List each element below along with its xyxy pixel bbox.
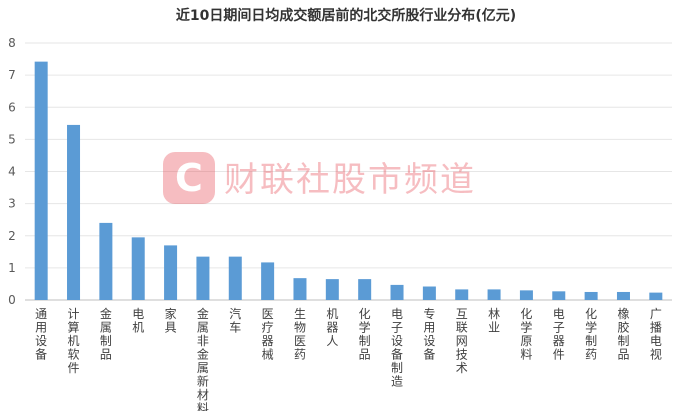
x-category-label: 电子器件: [553, 307, 565, 362]
watermark-text: 财联社股市频道: [224, 160, 476, 200]
y-tick-label: 4: [8, 165, 16, 179]
bar: [228, 256, 242, 300]
x-category-label: 化学制药: [585, 307, 597, 362]
bar: [131, 237, 145, 300]
watermark: C 财联社股市频道: [163, 152, 476, 204]
x-category-label: 金属制品: [100, 306, 112, 362]
bar: [293, 278, 307, 300]
x-category-label: 橡胶制品: [617, 307, 629, 362]
x-category-label: 汽车: [229, 306, 241, 335]
x-category-label: 医疗器械: [262, 307, 274, 362]
y-tick-label: 1: [8, 261, 16, 275]
y-axis: 0 1 2 3 4 5 6 7 8: [8, 36, 16, 307]
x-category-label: 广播电视: [650, 307, 662, 362]
bar: [455, 289, 469, 300]
x-category-label: 计算机软件: [68, 307, 80, 375]
bar: [34, 61, 48, 300]
x-category-label: 机器人: [326, 307, 338, 348]
x-category-label: 专用设备: [423, 306, 435, 362]
x-category-label: 家具: [165, 306, 177, 335]
y-tick-label: 8: [8, 36, 16, 50]
y-tick-label: 7: [8, 68, 16, 82]
y-tick-label: 5: [8, 132, 16, 146]
bar: [616, 291, 630, 300]
bar: [358, 279, 372, 300]
y-tick-label: 0: [8, 293, 16, 307]
bar: [196, 256, 210, 300]
x-category-label: 通用设备: [35, 307, 47, 362]
y-tick-label: 3: [8, 197, 16, 211]
bar: [325, 279, 339, 300]
chart-title: 近10日期间日均成交额居前的北交所股行业分布(亿元): [176, 7, 516, 24]
bar: [164, 245, 178, 300]
bar: [487, 289, 501, 300]
bar: [552, 291, 566, 300]
bar: [261, 262, 275, 300]
bar: [649, 292, 663, 300]
bars: [34, 61, 663, 300]
y-tick-label: 6: [8, 100, 16, 114]
x-category-label: 化学制品: [359, 307, 371, 362]
y-tick-label: 2: [8, 229, 16, 243]
x-category-label: 电子设备制造: [391, 307, 403, 389]
watermark-logo: [163, 152, 215, 204]
watermark-logo-letter: C: [175, 156, 203, 200]
bar: [584, 291, 598, 300]
x-category-label: 林业: [488, 307, 500, 335]
x-category-label: 化学原料: [520, 307, 532, 362]
bar: [390, 284, 404, 300]
bar: [99, 222, 113, 300]
x-category-label: 金属非金属新材料: [197, 306, 209, 411]
bar: [67, 124, 81, 300]
x-category-label: 生物医药: [294, 307, 306, 362]
bar: [519, 290, 533, 300]
x-category-label: 互联网技术: [456, 307, 468, 375]
bar: [422, 286, 436, 300]
x-category-label: 电机: [132, 307, 144, 335]
